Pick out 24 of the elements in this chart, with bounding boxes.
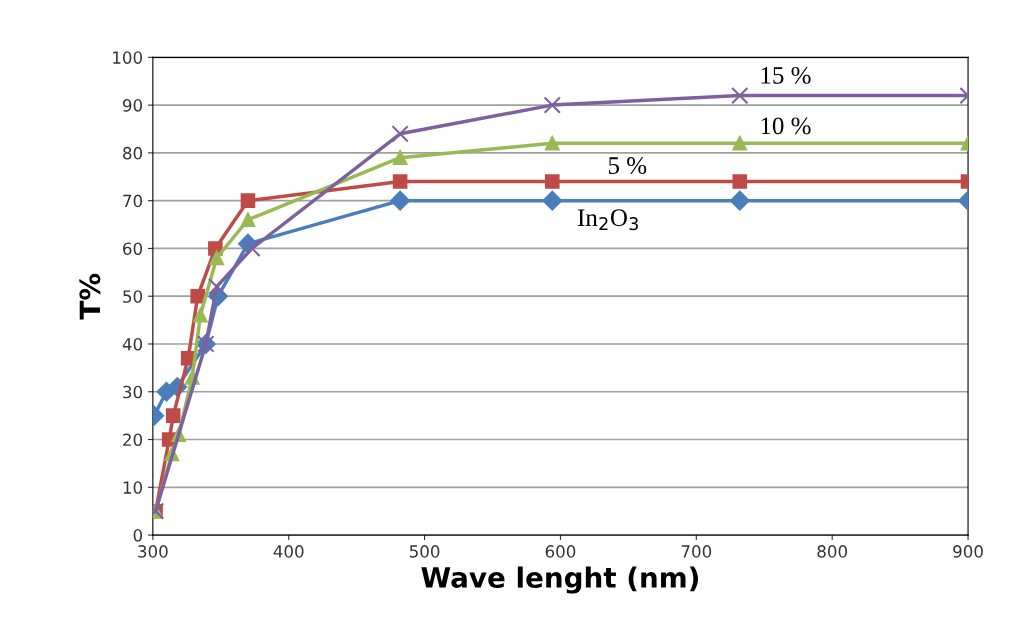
x-tick-label: 600 (545, 545, 576, 558)
y-tick-label: 70 (123, 194, 143, 208)
y-tick-label: 90 (122, 99, 143, 112)
x-tick-label: 900 (953, 545, 983, 558)
x-axis-title: Wave lenght (nm) (421, 566, 698, 594)
y-tick-label: 50 (123, 290, 143, 303)
y-tick-label: 100 (113, 51, 143, 64)
x-tick-label: 700 (681, 545, 712, 558)
y-tick-label: 20 (123, 433, 143, 447)
y-tick-label: 80 (123, 146, 143, 160)
x-tick-label: 500 (409, 545, 440, 558)
x-tick-label: 300 (138, 545, 168, 558)
series-label: 15 % (761, 66, 811, 84)
x-tick-label: 400 (273, 545, 304, 558)
y-tick-label: 40 (122, 337, 143, 351)
y-tick-label: 0 (133, 529, 143, 542)
x-tick-label: 800 (817, 545, 847, 558)
series-label: 10 % (761, 117, 811, 135)
series-label: In$_{2}$O$_{3}$ (577, 209, 638, 231)
y-tick-label: 10 (123, 481, 143, 494)
y-axis-title: T% (79, 273, 101, 320)
series-label: 5 % (608, 157, 647, 174)
y-tick-label: 60 (123, 242, 143, 255)
y-tick-label: 30 (123, 385, 143, 399)
